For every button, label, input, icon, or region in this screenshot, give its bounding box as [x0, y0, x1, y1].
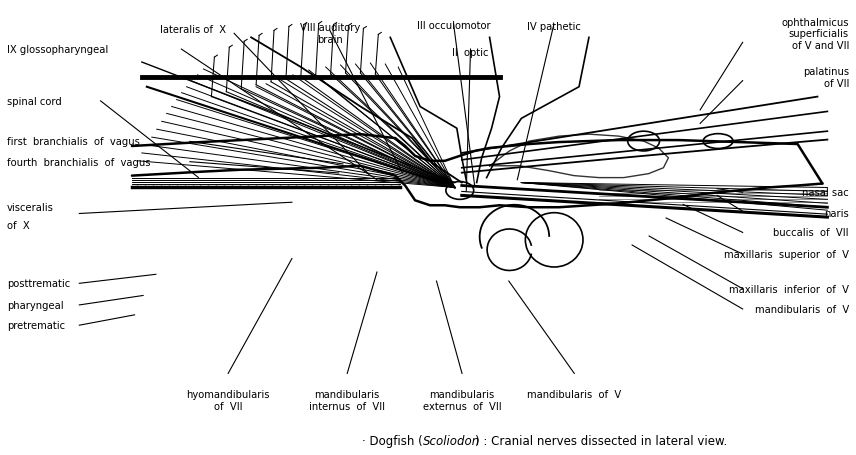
Text: spinal cord: spinal cord [7, 96, 62, 106]
Text: of  X: of X [7, 220, 30, 230]
Text: first  branchialis  of  vagus: first branchialis of vagus [7, 137, 140, 147]
Text: fourth  branchialis  of  vagus: fourth branchialis of vagus [7, 157, 151, 167]
Text: posttrematic: posttrematic [7, 279, 70, 288]
Text: maxillaris  inferior  of  V: maxillaris inferior of V [729, 284, 849, 294]
Text: buccalis  of  VII: buccalis of VII [774, 228, 849, 238]
Text: hyomandibularis
of  VII: hyomandibularis of VII [187, 389, 270, 411]
Text: · Dogfish (: · Dogfish ( [362, 435, 423, 447]
Text: pretrematic: pretrematic [7, 320, 65, 330]
Text: pharyngeal: pharyngeal [7, 300, 63, 310]
Text: IV pathetic: IV pathetic [527, 22, 581, 32]
Text: mandibularis  of  V: mandibularis of V [755, 304, 849, 314]
Text: palatinus
of VII: palatinus of VII [803, 67, 849, 89]
Text: mandibularis
externus  of  VII: mandibularis externus of VII [423, 389, 502, 411]
Text: Scoliodon: Scoliodon [423, 435, 480, 447]
Text: maxillaris  superior  of  V: maxillaris superior of V [724, 249, 849, 259]
Text: lateralis of  X: lateralis of X [160, 25, 226, 35]
Text: ophthalmicus
superficialis
of V and VII: ophthalmicus superficialis of V and VII [782, 18, 849, 51]
Text: naris: naris [824, 208, 849, 218]
Text: visceralis: visceralis [7, 202, 54, 212]
Text: nasal sac: nasal sac [802, 188, 849, 198]
Text: mandibularis  of  V: mandibularis of V [527, 389, 621, 399]
Text: III occulomotor: III occulomotor [417, 21, 490, 31]
Text: ) : Cranial nerves dissected in lateral view.: ) : Cranial nerves dissected in lateral … [475, 435, 727, 447]
Text: IX glossopharyngeal: IX glossopharyngeal [7, 45, 108, 55]
Text: II  optic: II optic [452, 48, 489, 58]
Text: VIII auditory
brain: VIII auditory brain [300, 23, 360, 45]
Text: mandibularis
internus  of  VII: mandibularis internus of VII [309, 389, 385, 411]
